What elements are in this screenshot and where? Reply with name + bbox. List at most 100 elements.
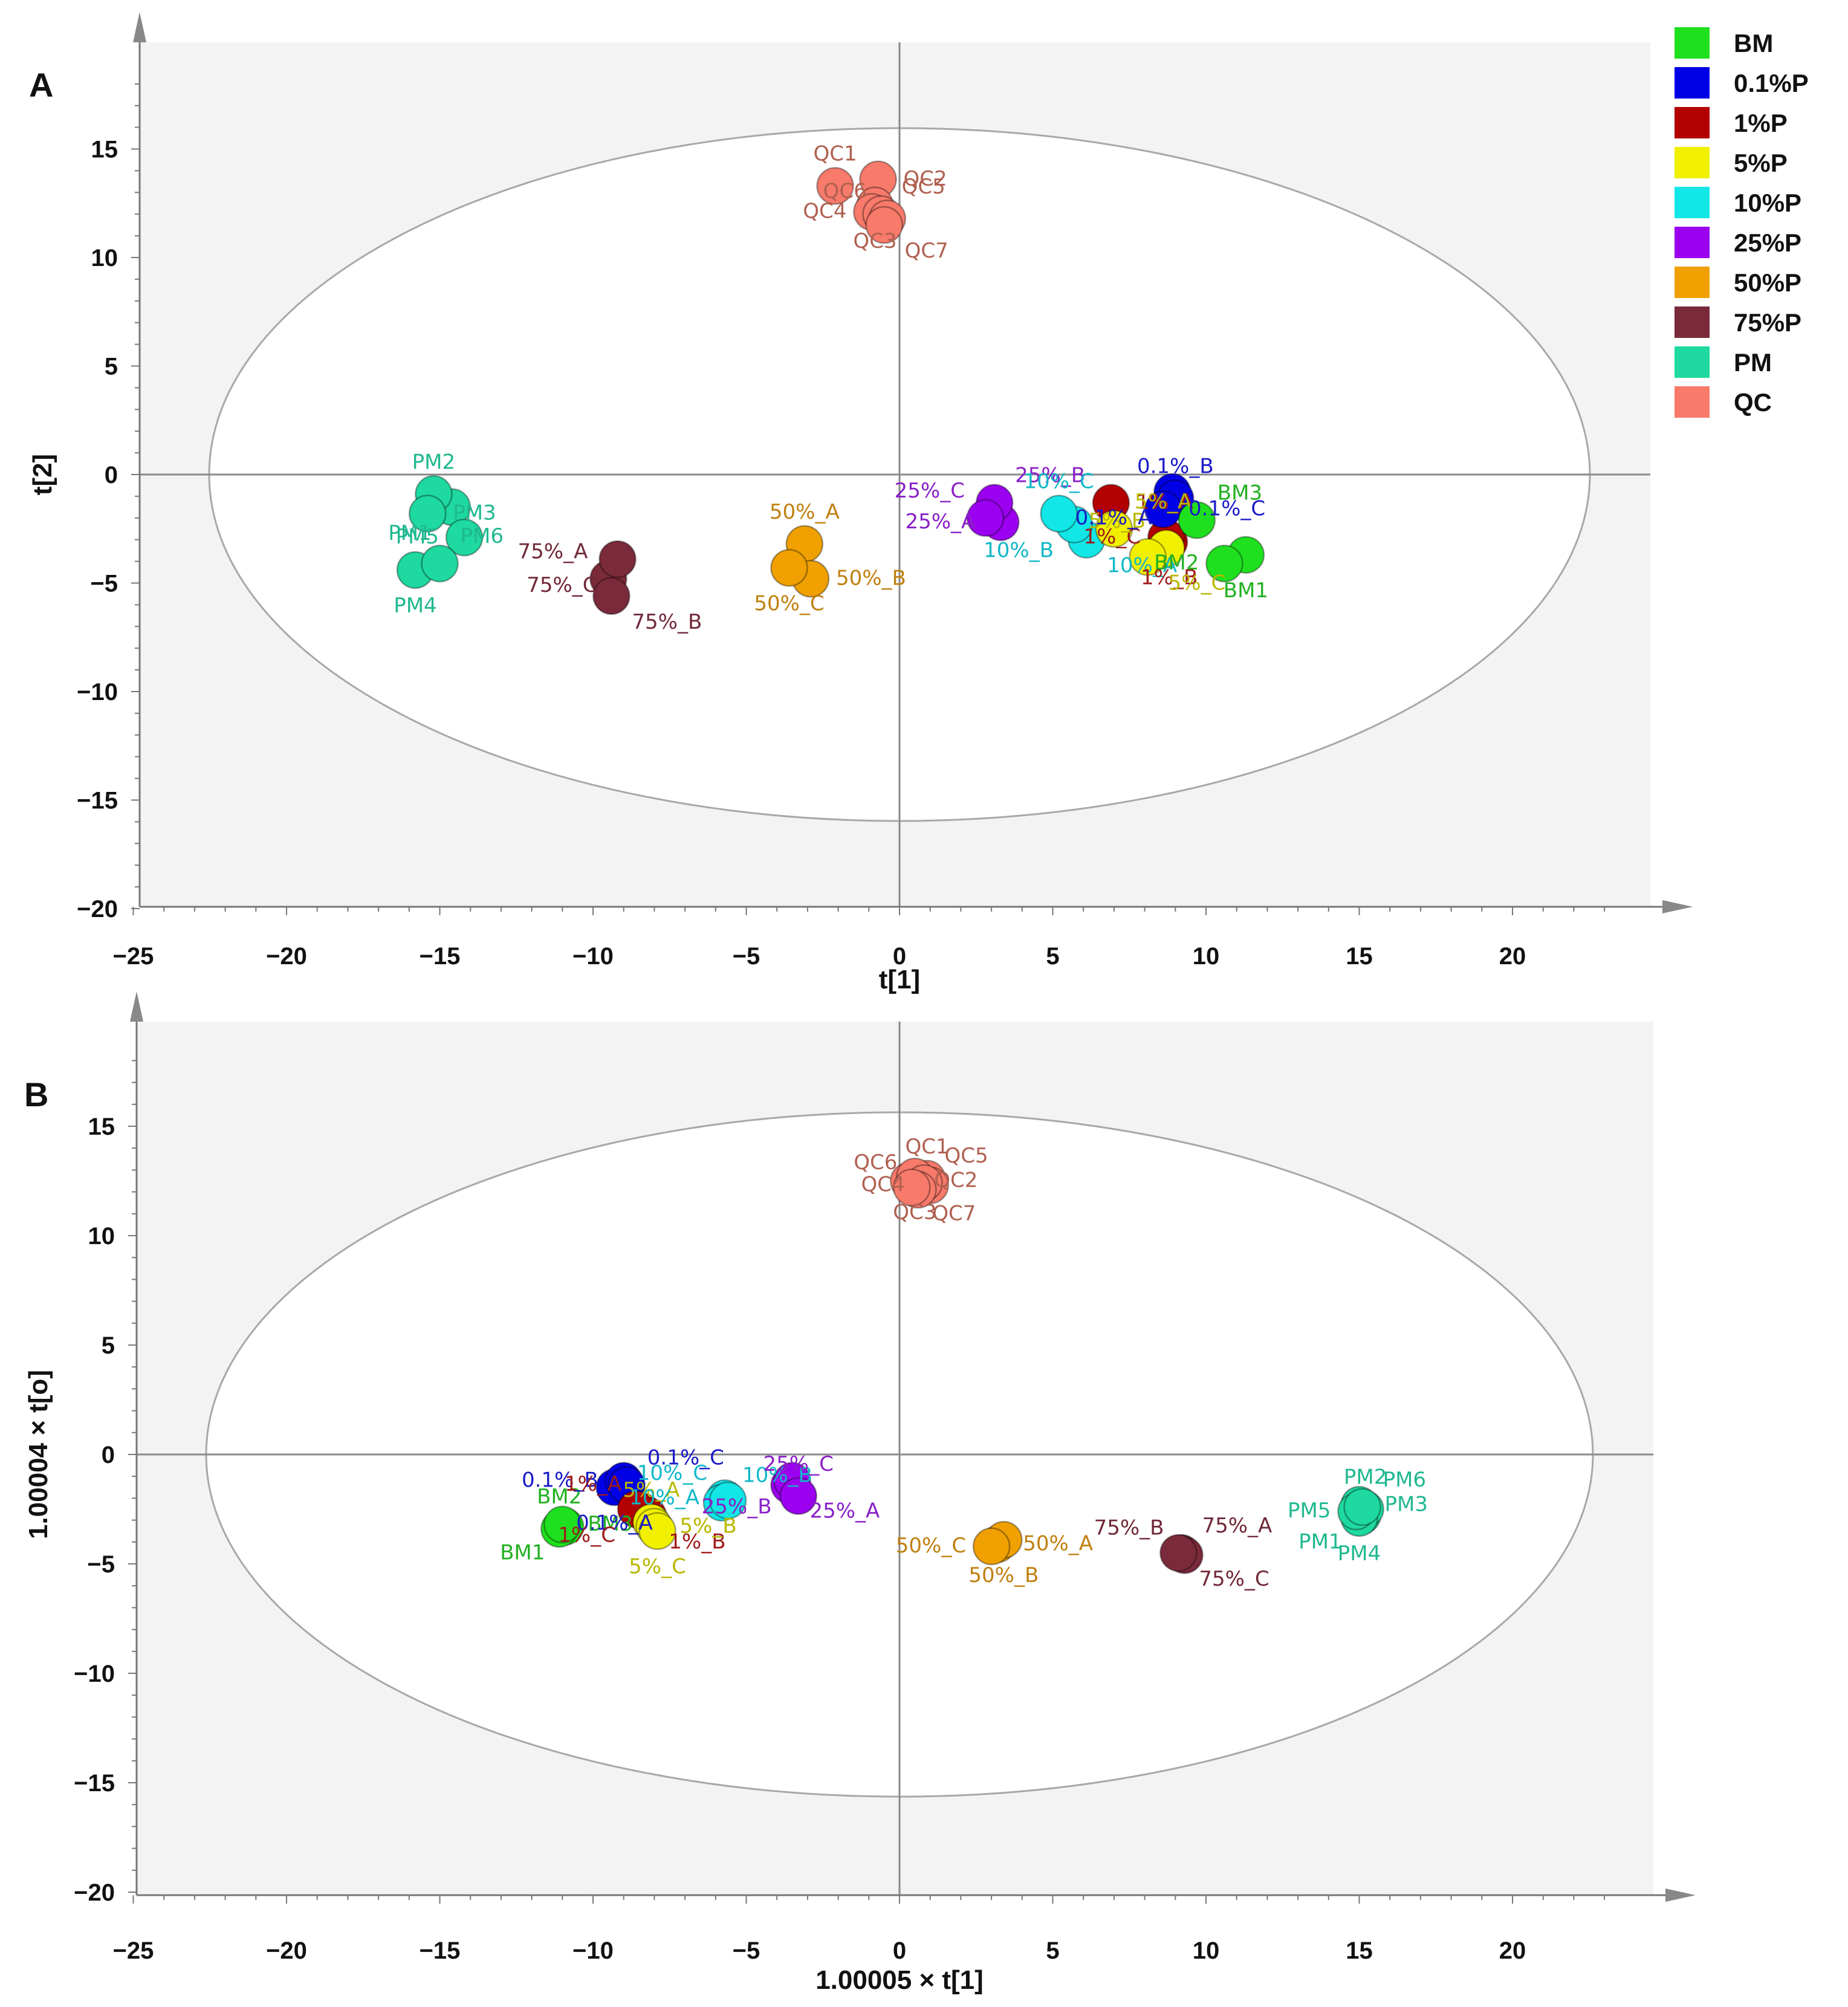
- x-tick-label: 0: [893, 1937, 906, 1964]
- x-tick-label: −25: [113, 1937, 154, 1964]
- legend-label: 5%P: [1734, 149, 1788, 177]
- legend-swatch: [1675, 346, 1710, 378]
- point-label: PM5: [396, 525, 439, 549]
- legend-label: 75%P: [1734, 308, 1801, 337]
- data-point: [1159, 1534, 1198, 1572]
- point-label: PM6: [461, 524, 504, 548]
- data-point: [592, 577, 631, 615]
- y-tick-label: 15: [88, 1114, 115, 1140]
- point-label: 0.1%_C: [1188, 496, 1265, 520]
- point-label: 10%_C: [637, 1461, 707, 1485]
- data-point: [865, 206, 903, 244]
- x-tick-label: 5: [1046, 1937, 1059, 1964]
- point-label: QC4: [803, 199, 846, 224]
- x-tick-label: −15: [420, 943, 461, 970]
- point-label: 25%_C: [895, 479, 965, 503]
- point-label: 50%_C: [896, 1534, 966, 1558]
- y-tick-label: 10: [88, 1223, 115, 1250]
- point-label: QC5: [902, 175, 945, 199]
- point-label: 25%_A: [809, 1499, 880, 1523]
- data-point: [1178, 501, 1216, 539]
- data-point: [408, 494, 447, 533]
- point-label: 50%_A: [770, 500, 840, 524]
- y-axis-title: 1.00004 × t[o]: [24, 1370, 53, 1539]
- point-label: QC7: [905, 239, 948, 263]
- y-axis-title: t[2]: [28, 454, 57, 495]
- y-tick-label: 15: [91, 137, 118, 163]
- point-label: QC3: [853, 229, 896, 253]
- point-label: 5%_A: [623, 1478, 679, 1502]
- x-tick-label: 15: [1346, 1937, 1373, 1964]
- legend-label: 1%P: [1734, 109, 1788, 137]
- x-axis-title: t[1]: [879, 965, 920, 994]
- data-point: [972, 1527, 1011, 1566]
- y-tick-label: −5: [90, 571, 118, 597]
- point-label: 0.1%_A: [1075, 506, 1152, 530]
- point-label: 50%_C: [754, 591, 824, 615]
- legend-swatch: [1675, 67, 1710, 99]
- data-point: [1040, 494, 1078, 533]
- point-label: 5%_C: [1169, 571, 1226, 595]
- x-tick-label: −10: [572, 1937, 614, 1964]
- legend-swatch: [1675, 386, 1710, 418]
- y-tick-label: −10: [77, 679, 118, 705]
- point-label: 75%_B: [632, 610, 702, 634]
- data-point: [816, 167, 854, 205]
- point-label: 10%_A: [629, 1485, 699, 1509]
- point-label: 10%_B: [742, 1464, 812, 1488]
- y-tick-label: −15: [74, 1770, 115, 1797]
- x-axis-arrow: [1665, 1889, 1696, 1902]
- legend-swatch: [1675, 306, 1710, 338]
- point-label: 5%_A: [1135, 490, 1191, 514]
- data-point: [779, 1477, 817, 1516]
- data-point: [598, 540, 637, 579]
- point-label: PM2: [1344, 1465, 1387, 1490]
- point-label: BM2: [537, 1485, 582, 1509]
- data-point: [543, 1505, 582, 1544]
- point-label: PM1: [388, 521, 431, 545]
- panel-b: −25 −20 −15 −10 −5 0 5 10 15 20 15 10 5 0 −5 −10 −15 −20 1…: [24, 991, 1696, 1995]
- x-tick-label: −20: [266, 1937, 307, 1964]
- legend-label: BM: [1734, 29, 1773, 57]
- x-tick-label: 10: [1193, 1937, 1220, 1964]
- point-label: 0.1%_A: [576, 1511, 653, 1535]
- x-tick-label: −20: [266, 943, 307, 970]
- x-tick-label: −10: [572, 943, 614, 970]
- point-label: 0.1%_C: [647, 1446, 724, 1470]
- point-label: 0.1%_B: [1137, 454, 1214, 478]
- data-point: [1129, 538, 1167, 576]
- point-label: 1%_A: [1136, 490, 1193, 514]
- point-label: PM1: [1298, 1529, 1341, 1554]
- legend-swatch: [1675, 27, 1710, 59]
- point-label: QC5: [945, 1144, 988, 1168]
- point-label: 25%_A: [905, 510, 975, 534]
- point-label: BM2: [1154, 551, 1199, 575]
- y-tick-label: 5: [105, 354, 118, 380]
- data-point: [893, 1169, 931, 1207]
- y-axis-arrow: [133, 12, 146, 42]
- legend-label: 25%P: [1734, 229, 1801, 257]
- legend: BM 0.1%P 1%P 5%P 10%P 25%P 50%P 75%P PM QC: [1675, 27, 1809, 418]
- x-tick-label: 5: [1046, 943, 1059, 970]
- point-label: 1%_C: [558, 1523, 615, 1548]
- point-label: QC2: [904, 167, 947, 191]
- x-tick-label: −5: [733, 943, 760, 970]
- x-tick-label: −5: [733, 1937, 760, 1964]
- point-label: PM3: [1385, 1492, 1428, 1516]
- point-label: PM2: [412, 450, 455, 474]
- point-label: PM4: [1338, 1542, 1381, 1566]
- panel-letter: B: [24, 1075, 48, 1114]
- point-label: QC6: [854, 1150, 897, 1175]
- x-tick-label: 20: [1499, 943, 1526, 970]
- data-point: [1343, 1488, 1381, 1526]
- legend-label: PM: [1734, 348, 1772, 377]
- point-label: 75%_A: [518, 539, 588, 563]
- point-label: BM3: [588, 1512, 632, 1536]
- panel-letter: A: [29, 66, 53, 104]
- point-label: 25%_B: [1015, 464, 1085, 488]
- y-tick-label: 0: [102, 1442, 115, 1468]
- point-label: BM1: [500, 1540, 545, 1564]
- point-label: 25%_C: [764, 1452, 834, 1476]
- x-tick-label: 10: [1193, 943, 1220, 970]
